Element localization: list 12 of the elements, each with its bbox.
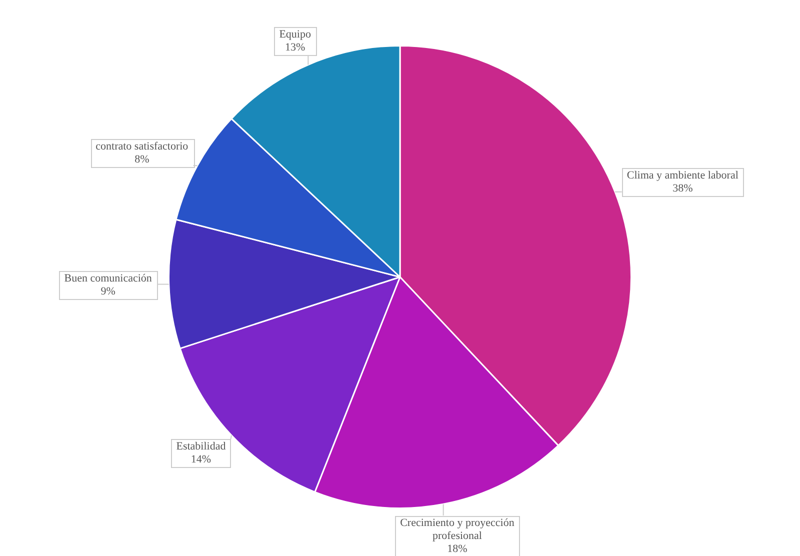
- data-label: 18%: [447, 542, 468, 555]
- slice-label: contrato satisfactorio: [96, 140, 189, 152]
- slice-label: Equipo: [279, 28, 312, 40]
- data-label: 13%: [285, 41, 306, 54]
- slice-label: Estabilidad: [176, 440, 226, 452]
- slice-label: Buen comunicación: [64, 272, 152, 284]
- data-label: 38%: [672, 182, 693, 195]
- slice-label: Crecimiento y proyección profesional: [400, 516, 515, 542]
- data-label: 9%: [100, 285, 116, 298]
- slice-label: Clima y ambiente laboral: [626, 170, 738, 182]
- data-label: 8%: [134, 153, 150, 166]
- data-label: 14%: [190, 453, 212, 466]
